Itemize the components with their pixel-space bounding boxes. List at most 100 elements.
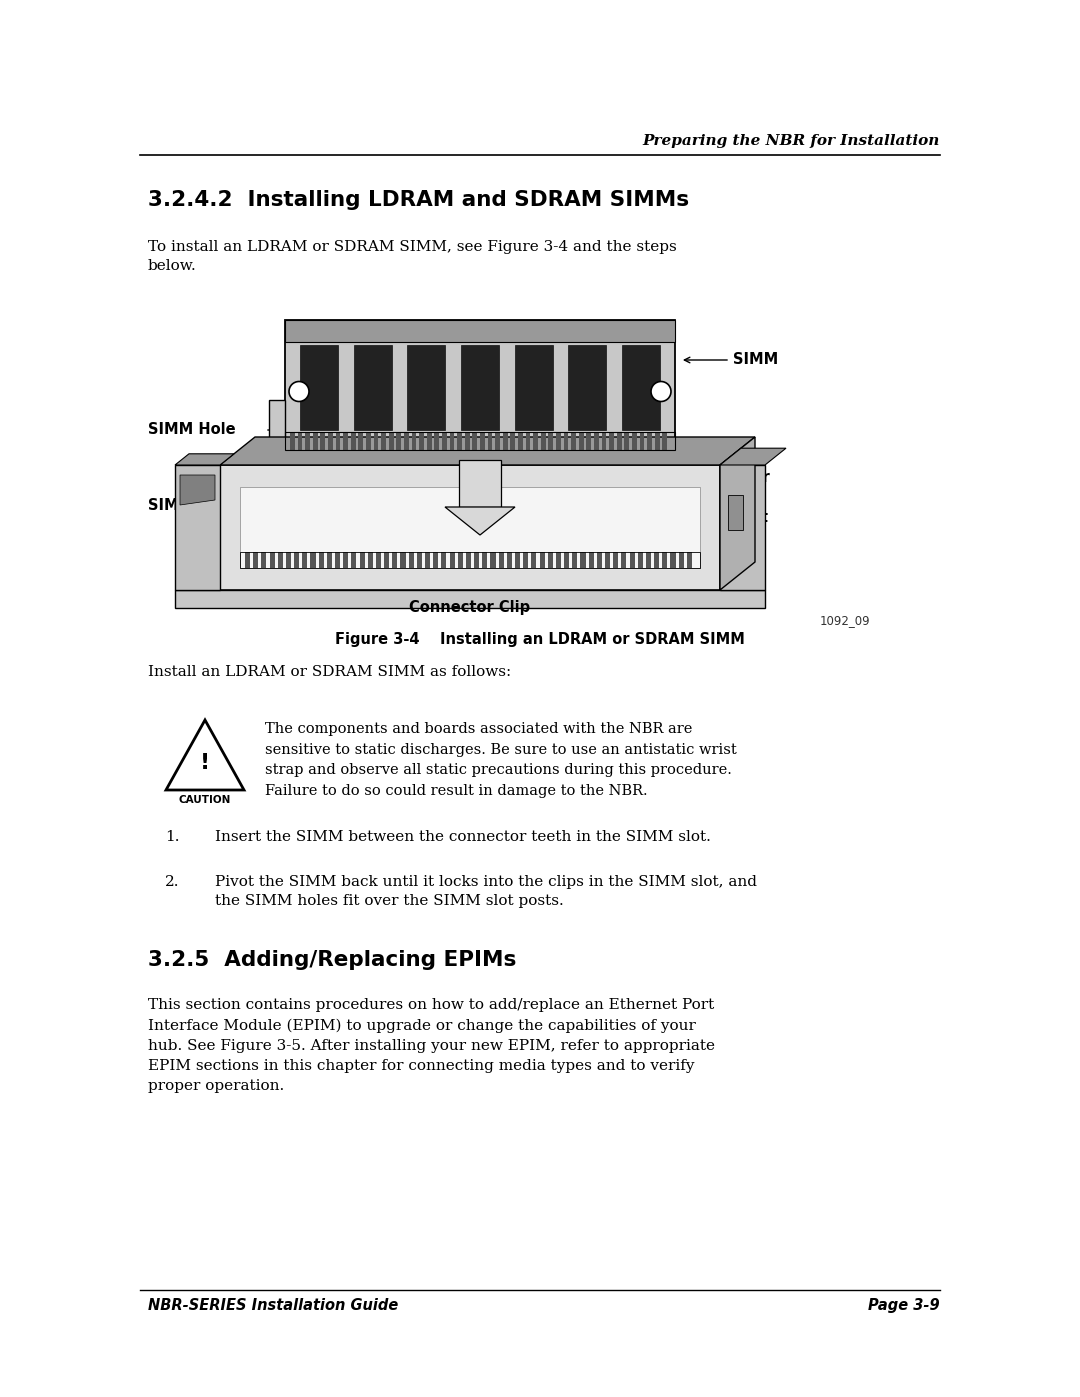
Bar [461,345,499,430]
Bar [671,552,676,569]
Text: 3.2.5  Adding/Replacing EPIMs: 3.2.5 Adding/Replacing EPIMs [148,950,516,970]
Text: Connector Clip: Connector Clip [409,599,530,615]
Text: SIMM Slot
Post: SIMM Slot Post [685,510,768,543]
Bar [404,432,408,450]
Bar [639,432,645,450]
Bar [449,552,455,569]
Text: Connector
Teeth: Connector Teeth [685,469,770,503]
Bar [401,552,406,569]
Bar [602,432,606,450]
Bar [442,552,446,569]
Bar [351,432,355,450]
Bar [291,432,295,450]
Bar [589,552,594,569]
Bar [300,345,338,430]
Bar [496,432,500,450]
Bar [586,432,591,450]
Bar [503,432,508,450]
Bar [269,400,285,450]
Bar [646,552,651,569]
Bar [285,432,675,450]
Polygon shape [445,507,515,535]
Polygon shape [220,437,755,465]
Text: Insert the SIMM between the connector teeth in the SIMM slot.: Insert the SIMM between the connector te… [215,830,711,844]
Bar [376,552,381,569]
Bar [384,552,389,569]
Bar [465,552,471,569]
Bar [175,590,765,608]
Bar [366,432,370,450]
Bar [392,552,397,569]
Bar [490,552,496,569]
Bar [474,552,480,569]
Bar [389,432,393,450]
Bar [728,495,743,529]
Bar [270,552,274,569]
Polygon shape [720,448,786,465]
Polygon shape [180,475,215,504]
Text: SIMM Hole: SIMM Hole [148,422,235,437]
Bar [367,552,373,569]
Text: CAUTION: CAUTION [179,795,231,805]
Bar [617,432,622,450]
Bar [579,432,583,450]
Bar [515,345,553,430]
Bar [286,552,291,569]
Bar [531,552,537,569]
Text: 2.: 2. [165,875,179,888]
Bar [294,552,299,569]
Bar [240,552,700,569]
Bar [442,432,447,450]
Bar [507,552,512,569]
Bar [523,552,528,569]
Text: Figure 3-4    Installing an LDRAM or SDRAM SIMM: Figure 3-4 Installing an LDRAM or SDRAM … [335,631,745,647]
Bar [568,345,606,430]
Bar [662,432,667,450]
Bar [302,552,308,569]
Bar [319,552,324,569]
Bar [220,465,720,590]
Bar [605,552,610,569]
Bar [630,552,635,569]
Bar [526,432,530,450]
Circle shape [651,381,671,401]
Bar [313,432,318,450]
Bar [411,432,417,450]
Bar [175,465,220,590]
Bar [621,552,626,569]
Bar [285,320,675,450]
Bar [556,432,561,450]
Polygon shape [166,719,244,789]
Bar [609,432,613,450]
Bar [613,552,618,569]
Bar [511,432,515,450]
Text: 1.: 1. [165,830,179,844]
Bar [306,432,310,450]
Bar [534,432,538,450]
Bar [433,552,438,569]
Bar [564,552,569,569]
Bar [427,432,432,450]
Bar [483,552,487,569]
Bar [472,432,477,450]
Bar [419,432,424,450]
Bar [336,432,340,450]
Bar [278,552,283,569]
Bar [499,552,503,569]
Polygon shape [175,454,234,465]
Bar [662,552,667,569]
Text: The components and boards associated with the NBR are
sensitive to static discha: The components and boards associated wit… [265,722,737,798]
Text: SIMM: SIMM [733,352,779,367]
Text: Preparing the NBR for Installation: Preparing the NBR for Installation [643,134,940,148]
Bar [407,345,445,430]
Bar [396,432,401,450]
Bar [417,552,422,569]
Bar [434,432,440,450]
Bar [580,552,585,569]
Text: NBR-SERIES Installation Guide: NBR-SERIES Installation Guide [148,1298,399,1313]
Bar [374,432,378,450]
Bar [597,552,602,569]
Bar [343,432,348,450]
Bar [310,552,315,569]
Bar [351,552,356,569]
